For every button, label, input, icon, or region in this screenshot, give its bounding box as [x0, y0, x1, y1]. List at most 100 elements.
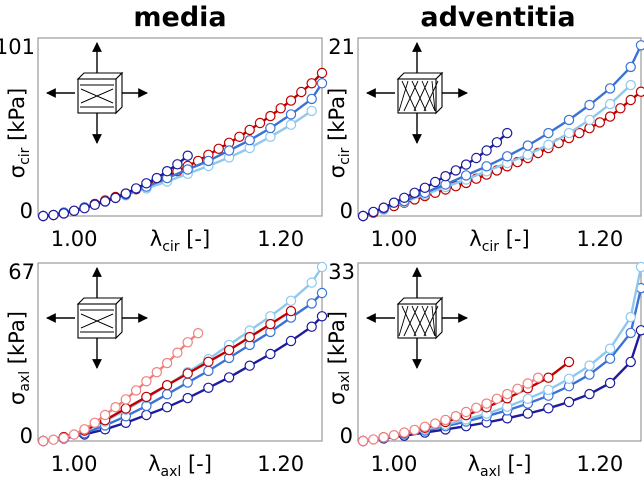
column-title-adventitia: adventitia: [420, 2, 575, 33]
data-point: [604, 83, 616, 94]
data-point: [635, 86, 644, 97]
data-point: [265, 348, 276, 360]
series-line: [43, 332, 199, 443]
data-point: [491, 137, 503, 148]
x-tick-label: 1.00: [51, 227, 98, 251]
panel-adventitia-axl: 0 33 1.00 1.20 λaxl [-] σaxl [kPa]: [325, 260, 644, 480]
data-point: [306, 93, 317, 105]
x-tick-label: 1.20: [576, 452, 623, 476]
x-tick-label: 1.20: [257, 227, 304, 251]
data-point: [161, 357, 173, 369]
data-point: [285, 95, 297, 106]
data-point: [502, 127, 513, 139]
data-point: [368, 434, 379, 445]
data-point: [182, 368, 193, 379]
fiber-line: [80, 88, 114, 104]
x-tick-label: 1.20: [257, 452, 304, 476]
fiber-line: [431, 80, 436, 112]
data-point: [203, 356, 214, 367]
data-point: [625, 327, 636, 339]
fiber-cube-icon: [397, 78, 437, 114]
cube-side-icon: [435, 71, 443, 115]
data-point: [635, 40, 644, 51]
series-darkblue: [38, 150, 193, 222]
y-axis-label: σaxl [kPa]: [325, 311, 353, 405]
cube-top-icon: [76, 72, 124, 80]
x-axis-label: λaxl [-]: [148, 452, 212, 480]
data-point: [563, 114, 575, 126]
data-point: [625, 356, 636, 368]
data-point: [625, 311, 636, 323]
fiber-line: [431, 305, 436, 337]
data-point: [615, 103, 626, 114]
data-point: [502, 388, 513, 400]
data-point: [316, 287, 328, 299]
data-point: [357, 210, 369, 222]
data-point: [120, 394, 132, 405]
cube-side-icon: [115, 71, 123, 115]
panel-media-axl: 0 67 1.00 1.20 λaxl [-] σaxl [kPa]: [5, 260, 328, 480]
data-point: [161, 380, 173, 391]
cube-side-icon: [115, 296, 123, 340]
data-point: [491, 393, 503, 404]
fiber-line: [401, 305, 417, 337]
data-point: [563, 356, 575, 368]
data-point: [522, 149, 534, 160]
data-point: [275, 103, 286, 114]
data-point: [192, 328, 204, 339]
data-point: [625, 94, 636, 106]
fiber-line: [403, 80, 419, 112]
y-tick-label: 101: [0, 35, 35, 59]
data-point: [182, 392, 193, 404]
data-point: [161, 402, 173, 413]
fiber-line: [413, 305, 429, 337]
x-axis-label: λaxl [-]: [468, 452, 532, 480]
y-tick-label: 0: [20, 424, 33, 448]
data-point: [584, 114, 595, 126]
data-point: [306, 321, 317, 332]
data-point: [172, 159, 183, 170]
data-point: [481, 161, 492, 172]
y-tick-label: 67: [8, 260, 35, 284]
fiber-line: [401, 80, 417, 112]
data-point: [471, 402, 482, 413]
data-point: [399, 427, 410, 438]
data-point: [409, 424, 420, 436]
data-point: [99, 409, 111, 421]
data-point: [399, 192, 410, 203]
data-point: [543, 384, 554, 396]
data-point: [460, 406, 472, 418]
data-point: [563, 373, 575, 384]
data-point: [604, 98, 616, 110]
data-point: [141, 178, 152, 189]
fiber-line: [423, 305, 439, 337]
data-point: [58, 208, 70, 219]
x-tick-label: 1.20: [576, 227, 623, 251]
panel-adventitia-circ: 0 21 1.00 1.20 λcir [-] σcir [kPa]: [325, 35, 644, 255]
y-tick-label: 0: [340, 424, 353, 448]
fiber-line: [421, 80, 436, 112]
cube-side-icon: [435, 296, 443, 340]
series-line: [362, 329, 643, 443]
data-point: [203, 155, 214, 167]
data-point: [79, 202, 90, 214]
data-point: [574, 127, 585, 139]
fiber-cube-icon: [397, 303, 437, 339]
data-point: [543, 139, 554, 150]
data-point: [38, 210, 49, 222]
data-point: [625, 79, 636, 91]
plot-frame: [357, 37, 642, 217]
data-point: [440, 170, 451, 182]
data-point: [254, 117, 266, 129]
data-point: [285, 295, 297, 306]
data-point: [110, 192, 121, 204]
data-point: [68, 429, 80, 440]
data-point: [419, 182, 431, 193]
data-point: [265, 318, 276, 330]
data-point: [99, 196, 111, 207]
data-point: [244, 360, 255, 371]
plot-frame: [37, 262, 323, 442]
data-point: [460, 170, 472, 181]
data-point: [594, 117, 606, 128]
y-tick-label: 33: [328, 260, 355, 284]
